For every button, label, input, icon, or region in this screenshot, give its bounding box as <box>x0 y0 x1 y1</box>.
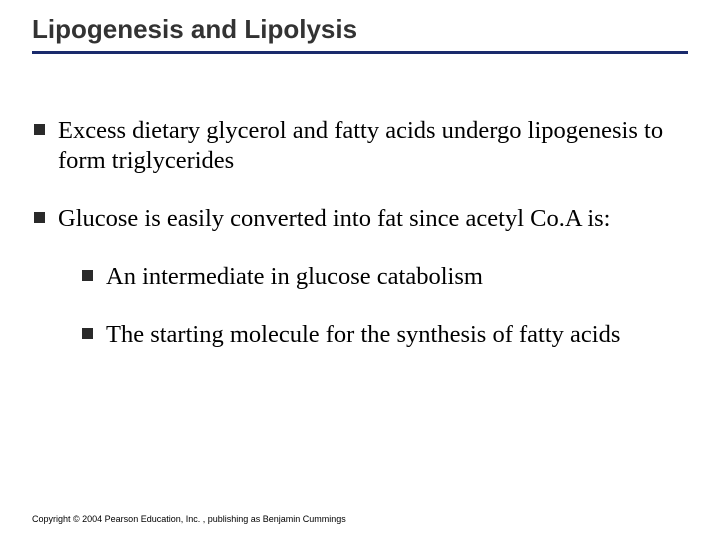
slide-container: Lipogenesis and Lipolysis Excess dietary… <box>0 0 720 540</box>
list-item: The starting molecule for the synthesis … <box>80 320 688 350</box>
bullet-text: Glucose is easily converted into fat sin… <box>58 205 610 232</box>
bullet-list-level1: Excess dietary glycerol and fatty acids … <box>32 116 688 349</box>
list-item: Glucose is easily converted into fat sin… <box>32 204 688 350</box>
bullet-text: An intermediate in glucose catabolism <box>106 263 483 290</box>
list-item: An intermediate in glucose catabolism <box>80 262 688 292</box>
copyright-footer: Copyright © 2004 Pearson Education, Inc.… <box>32 514 346 524</box>
bullet-list-level2: An intermediate in glucose catabolism Th… <box>58 262 688 350</box>
title-underline <box>32 51 688 54</box>
slide-title: Lipogenesis and Lipolysis <box>32 14 688 45</box>
bullet-text: The starting molecule for the synthesis … <box>106 321 620 348</box>
bullet-text: Excess dietary glycerol and fatty acids … <box>58 117 663 174</box>
list-item: Excess dietary glycerol and fatty acids … <box>32 116 688 176</box>
